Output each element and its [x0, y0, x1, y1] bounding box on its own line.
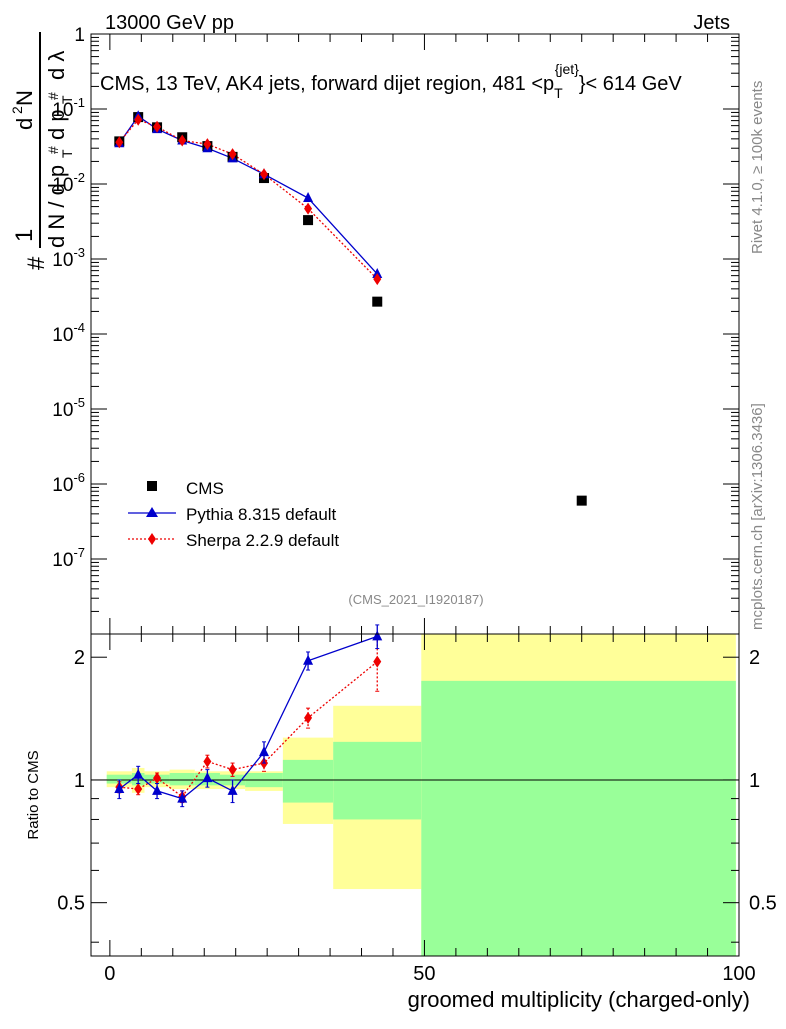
- cms-point: [372, 296, 383, 307]
- svg-text:N: N: [12, 90, 37, 106]
- sherpa-point: [178, 134, 187, 147]
- sherpa-ratio-point: [304, 711, 313, 724]
- legend-cms-label: CMS: [186, 479, 224, 498]
- sherpa-point: [304, 202, 313, 215]
- legend: CMS Pythia 8.315 default Sherpa 2.2.9 de…: [128, 479, 339, 550]
- sherpa-ratio-point: [203, 755, 212, 768]
- ratio-y-tick-label-right: 1: [749, 770, 760, 792]
- main-y-ticks: [91, 33, 739, 635]
- cms-point: [303, 215, 314, 226]
- sherpa-point: [260, 168, 269, 181]
- main-y-tick-label: 1: [74, 25, 85, 46]
- main-x-ticks: [109, 34, 740, 634]
- legend-pythia-marker: [146, 507, 158, 517]
- pythia-line: [118, 115, 378, 275]
- band-inner: [282, 759, 334, 803]
- svg-text:T: T: [59, 149, 75, 158]
- pythia-ratio-point: [259, 746, 270, 757]
- header-right: Jets: [693, 12, 730, 34]
- sherpa-point: [228, 148, 237, 161]
- analysis-watermark: (CMS_2021_I1920187): [348, 592, 483, 607]
- title-main: CMS, 13 TeV, AK4 jets, forward dijet reg…: [100, 73, 554, 95]
- svg-text:#: #: [45, 146, 61, 154]
- pythia-ratio-point: [114, 783, 125, 794]
- ratio-y-tick-label-left: 1: [74, 770, 85, 792]
- mcplots-label: mcplots.cern.ch [arXiv:1306.3436]: [749, 403, 766, 630]
- title-sub: T: [554, 85, 563, 101]
- ratio-y-ticks: 0.5 0.5 1 1 2 2: [57, 647, 777, 943]
- sherpa-point: [134, 113, 143, 126]
- pythia-point: [303, 192, 314, 203]
- x-axis-label: groomed multiplicity (charged-only): [408, 987, 750, 1012]
- main-y-tick-labels: 1 10-1 10-2 10-3 10-4 10-5 10-6 10-7: [52, 25, 85, 571]
- plot-title: CMS, 13 TeV, AK4 jets, forward dijet reg…: [100, 61, 682, 101]
- x-tick-label: 50: [413, 963, 435, 985]
- pythia-point: [372, 268, 383, 279]
- svg-text:d: d: [12, 118, 37, 130]
- ratio-panel-frame: [90, 633, 740, 957]
- main-series-layer: [114, 110, 587, 506]
- sherpa-ratio-point: [153, 772, 162, 785]
- sherpa-point: [153, 120, 162, 133]
- y-axis-label-ratio: Ratio to CMS: [25, 750, 42, 839]
- main-y-tick-label: 10-2: [52, 170, 85, 196]
- ratio-uncertainty-bands: [106, 634, 736, 956]
- sherpa-line: [118, 118, 378, 280]
- legend-sherpa-label: Sherpa 2.2.9 default: [186, 531, 339, 550]
- pythia-ratio-point: [303, 654, 314, 665]
- svg-text:T: T: [59, 95, 75, 104]
- pythia-ratio-point: [372, 630, 383, 641]
- main-y-tick-label: 10-1: [52, 95, 85, 121]
- band-inner: [333, 741, 422, 820]
- pythia-ratio-point: [152, 784, 163, 795]
- legend-cms-marker: [147, 481, 157, 491]
- title-tail: }< 614 GeV: [579, 73, 683, 95]
- ratio-y-tick-label-left: 0.5: [57, 893, 85, 915]
- band-inner: [421, 680, 736, 956]
- y-axis-label-main: # 1 d N / d p T # d 2 N d p T # d λ: [9, 32, 75, 270]
- ratio-y-tick-label-right: 0.5: [749, 893, 777, 915]
- band-inner: [106, 774, 132, 784]
- pythia-ratio-point: [227, 784, 238, 795]
- main-y-tick-label: 10-4: [52, 320, 85, 346]
- sherpa-ratio-point: [134, 783, 143, 796]
- sherpa-point: [115, 136, 124, 149]
- sherpa-ratio-point: [373, 655, 382, 668]
- header-left: 13000 GeV pp: [105, 12, 234, 34]
- ratio-series-layer: [114, 624, 383, 808]
- cms-point: [576, 495, 587, 506]
- x-tick-label: 100: [722, 963, 755, 985]
- band-inner: [169, 772, 195, 786]
- rivet-label: Rivet 4.1.0, ≥ 100k events: [749, 81, 766, 254]
- svg-text:#: #: [23, 256, 50, 270]
- legend-pythia-label: Pythia 8.315 default: [186, 505, 337, 524]
- ratio-y-tick-label-left: 2: [74, 647, 85, 669]
- pythia-ratio-point: [133, 768, 144, 779]
- svg-text:2: 2: [9, 106, 25, 114]
- title-sup: {jet}: [555, 61, 579, 77]
- main-y-tick-label: 10-6: [52, 470, 85, 496]
- legend-sherpa-marker: [148, 533, 156, 545]
- svg-text:d p: d p: [44, 109, 69, 140]
- ratio-x-ticks: 0 50 100: [104, 634, 756, 985]
- main-y-tick-label: 10-5: [52, 395, 85, 421]
- x-tick-label: 0: [104, 963, 115, 985]
- main-y-tick-label: 10-3: [52, 245, 85, 271]
- svg-text:d N / d p: d N / d p: [44, 165, 69, 248]
- ratio-y-tick-label-right: 2: [749, 647, 760, 669]
- svg-text:d λ: d λ: [44, 51, 69, 80]
- svg-text:1: 1: [11, 229, 38, 242]
- sherpa-point: [373, 273, 382, 286]
- pythia-ratio-point: [177, 792, 188, 803]
- sherpa-point: [203, 138, 212, 151]
- pythia-ratio-point: [202, 772, 213, 783]
- svg-text:#: #: [45, 92, 61, 100]
- sherpa-ratio-point: [228, 763, 237, 776]
- main-y-tick-label: 10-7: [52, 545, 85, 571]
